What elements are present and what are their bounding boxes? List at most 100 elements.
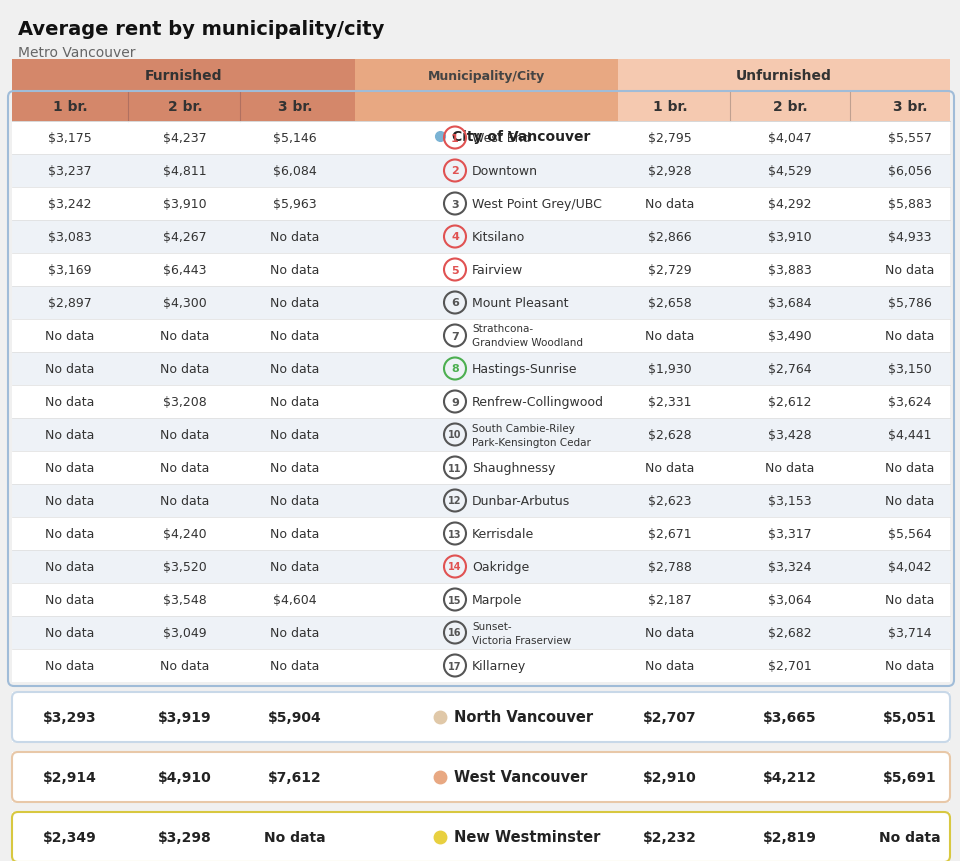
Text: $2,612: $2,612 [768, 395, 812, 408]
Text: No data: No data [271, 330, 320, 343]
Text: 6: 6 [451, 298, 459, 308]
Text: No data: No data [271, 395, 320, 408]
Text: No data: No data [271, 461, 320, 474]
Text: No data: No data [45, 429, 95, 442]
Text: $3,150: $3,150 [888, 362, 932, 375]
Text: Oakridge: Oakridge [472, 561, 529, 573]
Text: $2,232: $2,232 [643, 830, 697, 844]
Text: $4,811: $4,811 [163, 164, 206, 177]
Text: Dunbar-Arbutus: Dunbar-Arbutus [472, 494, 570, 507]
Text: $3,428: $3,428 [768, 429, 812, 442]
Text: 8: 8 [451, 364, 459, 374]
Text: Kerrisdale: Kerrisdale [472, 528, 535, 541]
Text: $2,187: $2,187 [648, 593, 692, 606]
Text: $3,298: $3,298 [158, 830, 212, 844]
Text: $3,083: $3,083 [48, 231, 92, 244]
Text: 15: 15 [448, 595, 462, 604]
Text: No data: No data [645, 660, 695, 672]
Bar [12, 188, 950, 220]
Text: No data: No data [271, 494, 320, 507]
Text: No data: No data [885, 330, 935, 343]
Text: No data: No data [45, 461, 95, 474]
Text: $5,883: $5,883 [888, 198, 932, 211]
Text: No data: No data [879, 830, 941, 844]
Text: $2,682: $2,682 [768, 626, 812, 639]
Text: 13: 13 [448, 529, 462, 539]
Text: $2,623: $2,623 [648, 494, 692, 507]
Text: 1 br.: 1 br. [653, 100, 687, 114]
Text: West End: West End [472, 132, 531, 145]
Text: 4: 4 [451, 232, 459, 242]
Text: $2,331: $2,331 [648, 395, 692, 408]
Text: No data: No data [271, 660, 320, 672]
Text: No data: No data [45, 362, 95, 375]
Text: Renfrew-Collingwood: Renfrew-Collingwood [472, 395, 604, 408]
Text: $3,714: $3,714 [888, 626, 932, 639]
Text: No data: No data [271, 626, 320, 639]
Text: $2,707: $2,707 [643, 710, 697, 724]
Text: No data: No data [160, 461, 209, 474]
Text: $4,300: $4,300 [163, 297, 206, 310]
Text: $3,242: $3,242 [48, 198, 92, 211]
Text: $3,317: $3,317 [768, 528, 812, 541]
Text: No data: No data [885, 660, 935, 672]
Text: $4,042: $4,042 [888, 561, 932, 573]
Text: $3,293: $3,293 [43, 710, 97, 724]
Bar [355, 60, 618, 92]
Bar [12, 485, 950, 517]
Bar [355, 92, 618, 122]
Text: $3,520: $3,520 [163, 561, 206, 573]
Text: Grandview Woodland: Grandview Woodland [472, 338, 583, 348]
Text: No data: No data [765, 461, 815, 474]
Text: City of Vancouver: City of Vancouver [452, 130, 590, 144]
Text: No data: No data [885, 263, 935, 276]
Text: No data: No data [160, 330, 209, 343]
Text: Strathcona-: Strathcona- [472, 324, 533, 334]
Bar [12, 517, 950, 550]
Bar [12, 60, 355, 92]
Text: 11: 11 [448, 463, 462, 473]
Text: No data: No data [271, 263, 320, 276]
Text: $2,897: $2,897 [48, 297, 92, 310]
Text: $3,910: $3,910 [163, 198, 206, 211]
Text: $2,910: $2,910 [643, 770, 697, 784]
Bar [12, 550, 950, 583]
Text: $3,919: $3,919 [158, 710, 212, 724]
Text: $2,788: $2,788 [648, 561, 692, 573]
Text: $5,146: $5,146 [274, 132, 317, 145]
Text: Killarney: Killarney [472, 660, 526, 672]
Bar [12, 155, 950, 188]
Text: 17: 17 [448, 660, 462, 671]
Text: $2,628: $2,628 [648, 429, 692, 442]
Text: Sunset-: Sunset- [472, 621, 512, 631]
Text: No data: No data [45, 395, 95, 408]
Text: $2,658: $2,658 [648, 297, 692, 310]
Text: Marpole: Marpole [472, 593, 522, 606]
Text: No data: No data [885, 494, 935, 507]
Text: $4,441: $4,441 [888, 429, 932, 442]
Text: 3 br.: 3 br. [893, 100, 927, 114]
Text: West Vancouver: West Vancouver [454, 770, 588, 784]
Text: $2,701: $2,701 [768, 660, 812, 672]
Text: $2,349: $2,349 [43, 830, 97, 844]
Bar [12, 583, 950, 616]
Text: 1 br.: 1 br. [53, 100, 87, 114]
Text: $1,930: $1,930 [648, 362, 692, 375]
Text: No data: No data [271, 297, 320, 310]
Text: $7,612: $7,612 [268, 770, 322, 784]
Text: No data: No data [885, 593, 935, 606]
Text: No data: No data [45, 593, 95, 606]
Text: No data: No data [45, 660, 95, 672]
Bar [12, 353, 950, 386]
Text: No data: No data [160, 429, 209, 442]
Bar [12, 122, 950, 152]
Text: $3,910: $3,910 [768, 231, 812, 244]
Bar [618, 92, 950, 122]
Text: Fairview: Fairview [472, 263, 523, 276]
Text: No data: No data [645, 626, 695, 639]
Text: $2,914: $2,914 [43, 770, 97, 784]
Text: South Cambie-Riley: South Cambie-Riley [472, 423, 575, 433]
Text: No data: No data [160, 660, 209, 672]
Text: No data: No data [271, 429, 320, 442]
Text: $3,883: $3,883 [768, 263, 812, 276]
